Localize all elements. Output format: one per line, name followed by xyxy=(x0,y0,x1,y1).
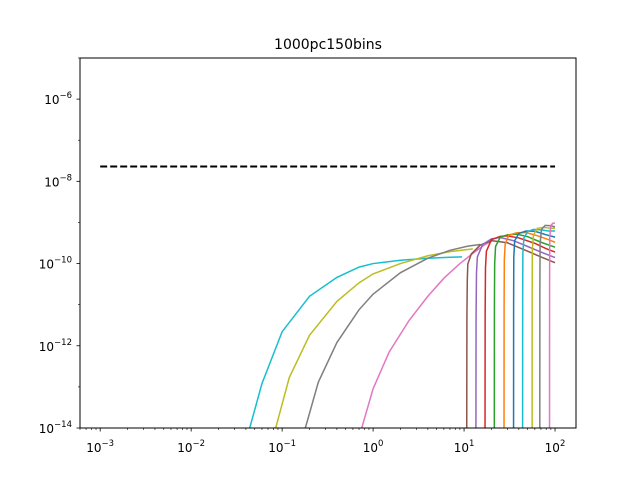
y-tick-label-base: 10 xyxy=(39,258,54,272)
series-line-14 xyxy=(548,222,556,428)
series-line-8 xyxy=(493,233,556,428)
x-tick-label-exponent: −3 xyxy=(102,439,115,449)
x-tick-label-exponent: 1 xyxy=(469,439,474,449)
x-tick-label: 10−3 xyxy=(86,439,114,455)
y-tick-label-base: 10 xyxy=(39,422,54,436)
y-tick-label: 10−14 xyxy=(39,420,72,436)
chart-title: 1000pc150bins xyxy=(274,37,382,53)
x-tick-label-base: 10 xyxy=(545,441,560,455)
series-line-7 xyxy=(484,235,556,428)
y-tick-label: 10−8 xyxy=(44,173,72,189)
series-layer xyxy=(248,222,556,428)
y-tick-label-exponent: −8 xyxy=(59,173,72,183)
x-axis: 10−3 10−2 10−1 100 101 102 xyxy=(79,428,566,455)
y-tick-label: 10−12 xyxy=(39,338,72,354)
x-tick-label-base: 10 xyxy=(177,441,192,455)
y-tick-label-exponent: −14 xyxy=(54,420,72,430)
series-line-1 xyxy=(248,256,463,428)
x-tick-label: 102 xyxy=(545,439,566,455)
y-tick-label-base: 10 xyxy=(39,340,54,354)
x-tick-label-exponent: 2 xyxy=(560,439,565,449)
x-tick-label-exponent: 0 xyxy=(378,439,383,449)
x-tick-label-exponent: −2 xyxy=(193,439,206,449)
x-tick-label: 101 xyxy=(454,439,475,455)
y-tick-label: 10−10 xyxy=(39,256,72,272)
series-line-11 xyxy=(521,228,556,428)
series-line-4 xyxy=(361,240,492,428)
x-tick-label: 100 xyxy=(363,439,384,455)
x-tick-label: 10−1 xyxy=(268,439,296,455)
x-tick-label-base: 10 xyxy=(268,441,283,455)
plot-frame xyxy=(79,57,577,429)
y-tick-label-exponent: −10 xyxy=(54,256,72,266)
y-tick-label-exponent: −12 xyxy=(54,338,72,348)
x-tick-label-base: 10 xyxy=(363,441,378,455)
series-line-10 xyxy=(512,230,556,428)
x-tick-label-base: 10 xyxy=(454,441,469,455)
series-line-9 xyxy=(503,231,556,428)
y-tick-label-base: 10 xyxy=(44,175,59,189)
series-line-3 xyxy=(304,243,481,428)
y-tick-label: 10−6 xyxy=(44,91,72,107)
x-tick-label-exponent: −1 xyxy=(283,439,296,449)
x-tick-label-base: 10 xyxy=(86,441,101,455)
series-line-2 xyxy=(274,248,473,428)
y-tick-label-base: 10 xyxy=(44,93,59,107)
x-tick-label: 10−2 xyxy=(177,439,205,455)
series-line-12 xyxy=(531,226,556,428)
y-tick-label-exponent: −6 xyxy=(59,91,72,101)
